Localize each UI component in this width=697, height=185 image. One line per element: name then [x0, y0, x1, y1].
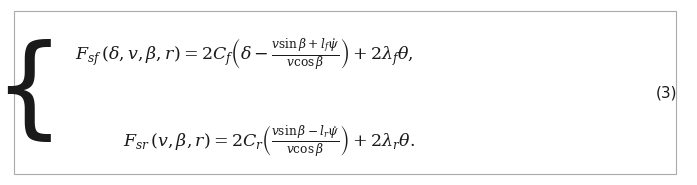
Text: (3): (3): [655, 85, 677, 100]
Text: $F_{sf}\,(\delta,v,\beta,r)=2C_f\left(\delta-\frac{v\sin\beta+l_f\dot{\psi}}{v\c: $F_{sf}\,(\delta,v,\beta,r)=2C_f\left(\d…: [75, 36, 414, 72]
Text: $F_{sr}\,(v,\beta,r)=2C_r\left(\frac{v\sin\beta-l_r\dot{\psi}}{v\cos\beta}\right: $F_{sr}\,(v,\beta,r)=2C_r\left(\frac{v\s…: [123, 124, 415, 159]
Text: {: {: [0, 39, 64, 146]
